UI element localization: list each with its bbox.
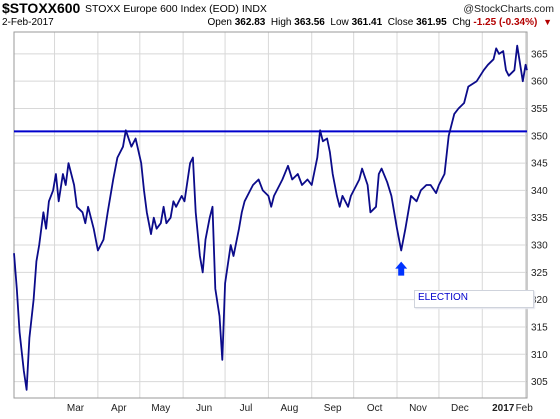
y-tick-label: 335 [531,213,548,224]
x-tick-label: Feb [516,403,534,414]
election-callout: ELECTION [414,290,534,308]
ohlc-summary: Open 362.83 High 363.56 Low 361.41 Close… [208,17,553,28]
y-axis: 305 310 315 320 325 330 335 340 345 350 355 360 365 [531,49,548,388]
high-value: 363.56 [294,17,325,28]
ticker-symbol: $STOXX600 [2,0,81,16]
plot-frame [13,31,528,399]
y-tick-label: 350 [531,131,548,142]
x-tick-label: Aug [280,403,298,414]
series-group [13,44,528,391]
x-axis: Mar Apr May Jun Jul Aug Sep Oct Nov Dec 2017 Feb [67,403,533,414]
watermark: @StockCharts.com [463,3,554,15]
exchange-label: INDX [241,3,267,15]
y-tick-label: 355 [531,104,548,115]
y-tick-label: 365 [531,49,548,60]
y-tick-label: 340 [531,186,548,197]
y-tick-label: 345 [531,159,548,170]
index-name: STOXX Europe 600 Index (EOD) [85,3,239,15]
y-tick-label: 320 [531,295,548,306]
x-tick-label: Sep [324,403,342,414]
x-tick-label: Nov [409,403,427,414]
plot-border [13,31,528,399]
open-label: Open [207,17,232,28]
price-series-line [13,44,528,391]
close-label: Close [387,17,414,28]
x-tick-label: Mar [67,403,85,414]
y-tick-label: 330 [531,241,548,252]
x-tick-label: 2017 [492,403,515,414]
x-tick-label: Jul [240,403,253,414]
chg-value: -1.25 (-0.34%) [473,17,538,28]
x-tick-label: Oct [367,403,383,414]
y-tick-label: 305 [531,377,548,388]
x-tick-label: Dec [451,403,469,414]
chg-label: Chg [452,17,471,28]
chart-header: $STOXX600 STOXX Europe 600 Index (EOD) I… [0,0,560,30]
y-tick-label: 315 [531,322,548,333]
election-label: ELECTION [418,292,469,303]
annotation-group [395,261,408,276]
down-triangle-icon: ▼ [543,17,552,27]
y-tick-label: 310 [531,350,548,361]
x-tick-label: May [151,403,170,414]
high-label: High [270,17,292,28]
x-tick-label: Apr [111,403,127,414]
gridlines [14,32,527,398]
quote-date: 2-Feb-2017 [2,17,54,28]
y-tick-label: 325 [531,268,548,279]
low-label: Low [330,17,349,28]
low-value: 361.41 [351,17,383,28]
up-arrow-icon [395,261,408,276]
close-value: 361.95 [416,17,447,28]
index-title: STOXX Europe 600 Index (EOD) INDX [85,3,267,15]
y-tick-label: 360 [531,77,548,88]
x-tick-label: Jun [196,403,212,414]
open-value: 362.83 [234,17,266,28]
